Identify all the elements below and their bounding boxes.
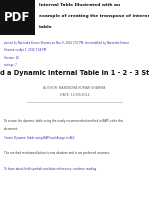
Text: To create the dynamic table using the newly recommended method in BAPI, refer th: To create the dynamic table using the ne… [4, 119, 123, 123]
Text: Build a Dynamic Internal Table in 1 - 2 - 3 Steps: Build a Dynamic Internal Table in 1 - 2 … [0, 70, 149, 76]
Text: To learn about field symbols and data references, continue reading.: To learn about field symbols and data re… [4, 167, 97, 171]
Text: example of creating the transpose of internal: example of creating the transpose of int… [39, 14, 149, 18]
FancyBboxPatch shape [0, 0, 35, 35]
Text: posted by Narendra Kumar Sharma on Nov 9, 2014 7:57 PM, last modified by Narendr: posted by Narendra Kumar Sharma on Nov 9… [4, 41, 129, 45]
Text: Version: 10: Version: 10 [4, 56, 19, 60]
Text: AUTHOR: NARENDRA KUMAR SHARMA: AUTHOR: NARENDRA KUMAR SHARMA [43, 86, 106, 90]
Text: PDF: PDF [4, 11, 31, 24]
Text: DATE: 11/09/2014: DATE: 11/09/2014 [60, 93, 89, 97]
Text: table: table [39, 25, 52, 29]
Text: Create Dynamic Table using BAPI and Assign in ALV: Create Dynamic Table using BAPI and Assi… [4, 136, 74, 140]
Text: Internal Table Illustrated with an: Internal Table Illustrated with an [39, 3, 121, 7]
Text: Sharma on Apr 7, 2016 7:58 PM: Sharma on Apr 7, 2016 7:58 PM [4, 48, 46, 52]
Text: ratings: 7: ratings: 7 [4, 63, 16, 67]
Text: The method mentioned below is now obsolete and is not preferred anymore.: The method mentioned below is now obsole… [4, 151, 110, 155]
Text: document:: document: [4, 127, 19, 131]
